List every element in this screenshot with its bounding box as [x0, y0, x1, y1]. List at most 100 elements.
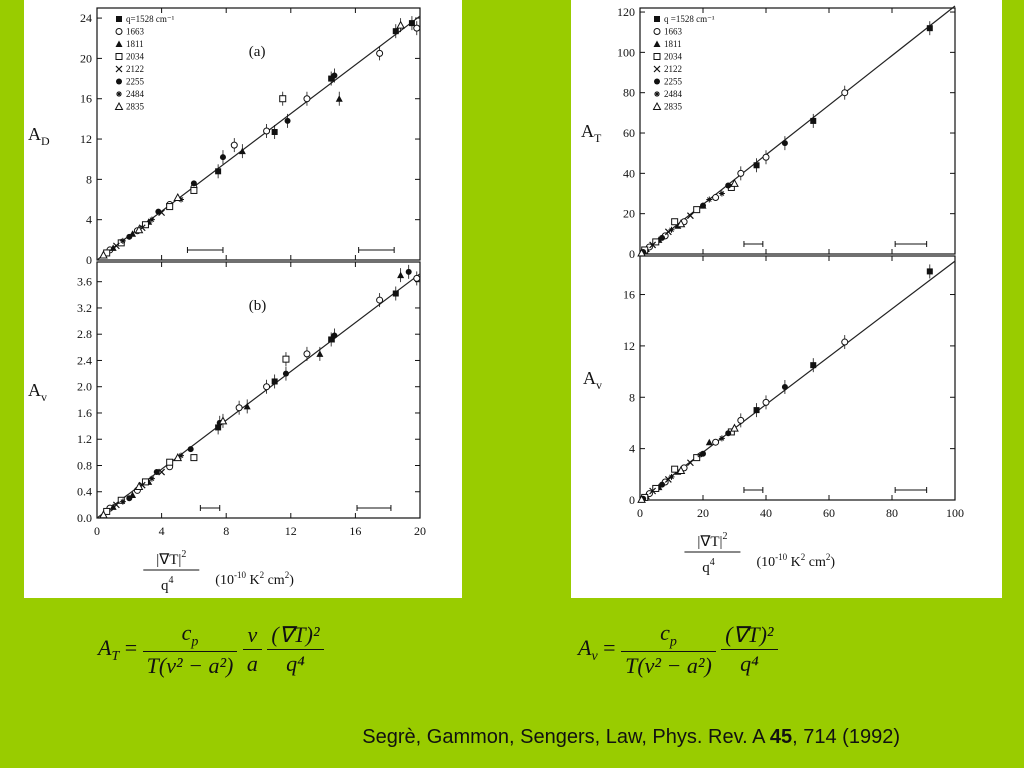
data-point [238, 147, 246, 155]
legend-marker [115, 28, 123, 35]
data-point [718, 190, 725, 197]
eq-right-frac-cp: cp T(ν² − a²) [621, 620, 716, 679]
x-axis-units-part: -10 [775, 552, 787, 562]
y-tick-label: 1.6 [77, 406, 92, 420]
eq-right-lhs-sub: ν [591, 649, 598, 665]
data-point [215, 168, 222, 175]
data-point [706, 196, 713, 203]
data-point [762, 153, 770, 161]
data-point [730, 178, 739, 187]
legend-label: 1663 [664, 27, 683, 37]
x-axis-units-part: 2 [801, 552, 806, 562]
legend-marker [653, 65, 661, 73]
data-point [376, 296, 384, 304]
legend-label: 2255 [664, 77, 683, 87]
left-figure: 04812162024AD(a)0.00.40.81.21.62.02.42.8… [28, 7, 426, 594]
data-point [841, 338, 849, 346]
data-point [331, 72, 338, 79]
x-axis-units-part: ) [830, 555, 835, 570]
x-tick-label: 12 [285, 524, 297, 538]
x-axis-units-part: K [787, 555, 801, 570]
data-point [637, 494, 646, 503]
y-axis-label: Av [28, 380, 47, 404]
eq-right-num3: (∇T)² [721, 622, 778, 651]
y-tick-label: 40 [623, 166, 635, 180]
data-point [166, 458, 174, 466]
plot-frame [96, 261, 421, 519]
y-tick-label: 0 [629, 247, 635, 261]
eq-left-den3: q⁴ [286, 651, 305, 677]
data-point [753, 407, 760, 414]
y-tick-label: 3.6 [77, 275, 92, 289]
legend-label: 2835 [126, 102, 145, 112]
resolution-bar [358, 247, 395, 253]
y-tick-label: 0.4 [77, 485, 92, 499]
data-point [659, 234, 666, 241]
data-point [405, 268, 412, 275]
legend-label: 2034 [126, 52, 145, 62]
plot-frame [639, 255, 956, 501]
data-point [649, 487, 657, 495]
citation: Segrè, Gammon, Sengers, Law, Phys. Rev. … [0, 726, 1024, 749]
eq-left-frac-cp: cp T(ν² − a²) [142, 620, 238, 679]
data-point [810, 362, 817, 369]
legend-label: q =1528 cm⁻¹ [664, 14, 715, 24]
data-point [190, 186, 198, 194]
y-tick-label: 0 [86, 253, 92, 267]
y-tick-label: 8 [629, 390, 635, 404]
eq-left-frac-grad: (∇T)² q⁴ [267, 622, 324, 677]
x-axis-units-part: 2 [285, 570, 290, 580]
legend-marker [115, 65, 123, 73]
data-point [676, 465, 686, 474]
eq-left-den2: a [246, 651, 258, 677]
data-point [649, 241, 657, 249]
x-tick-label: 100 [946, 506, 964, 520]
data-point [284, 117, 291, 124]
data-point [158, 468, 166, 476]
legend-label: 2034 [664, 52, 683, 62]
y-tick-label: 12 [80, 132, 92, 146]
eq-left-frac-nu-a: ν a [242, 622, 262, 677]
data-point [712, 438, 720, 446]
right-figure-panel: 0 20 40 60 80 100 120 AT 0 4 8 12 16 Av q =1528 cm⁻¹ 16… [571, 0, 1002, 598]
legend-marker [115, 53, 123, 60]
data-point [392, 290, 399, 297]
legend-marker [654, 78, 660, 85]
y-axis-label-sub: T [594, 131, 602, 145]
data-point [109, 244, 117, 251]
data-point [693, 206, 701, 214]
x-axis-label-den-exp: 4 [710, 557, 715, 568]
data-point [700, 202, 706, 209]
y-tick-label: 100 [617, 45, 635, 59]
legend-label: 2122 [664, 64, 682, 74]
legend-label: 2484 [664, 89, 683, 99]
equation-a-nu: Aν = cp T(ν² − a²) (∇T)² q⁴ [578, 620, 778, 679]
x-axis-units-part: 2 [826, 552, 831, 562]
resolution-bar [356, 505, 392, 511]
data-point [126, 233, 133, 240]
plot-frame [96, 7, 421, 261]
data-point [810, 117, 817, 124]
eq-left-lhs-sub: T [111, 649, 120, 665]
x-axis-label-exp: 2 [181, 549, 186, 560]
resolution-bar [743, 487, 764, 493]
legend-marker [115, 40, 123, 47]
data-point [99, 510, 108, 519]
data-point [712, 194, 720, 202]
data-point [153, 469, 160, 476]
y-tick-label: 0.8 [77, 458, 92, 472]
data-point [718, 435, 725, 442]
eq-left-num2: ν [242, 622, 262, 651]
x-axis-units-part: K [246, 573, 260, 588]
eq-right-frac-grad: (∇T)² q⁴ [721, 622, 778, 677]
eq-right-num1-sub: p [669, 634, 677, 650]
data-point [134, 225, 144, 234]
data-point [316, 350, 324, 357]
citation-authors: Segrè, Gammon, Sengers, Law, Phys. Rev. … [362, 726, 770, 748]
y-tick-label: 24 [80, 11, 92, 25]
data-point [271, 128, 278, 135]
data-point [926, 268, 933, 275]
data-point [263, 127, 271, 135]
resolution-bar [199, 505, 221, 511]
data-point [187, 446, 194, 453]
